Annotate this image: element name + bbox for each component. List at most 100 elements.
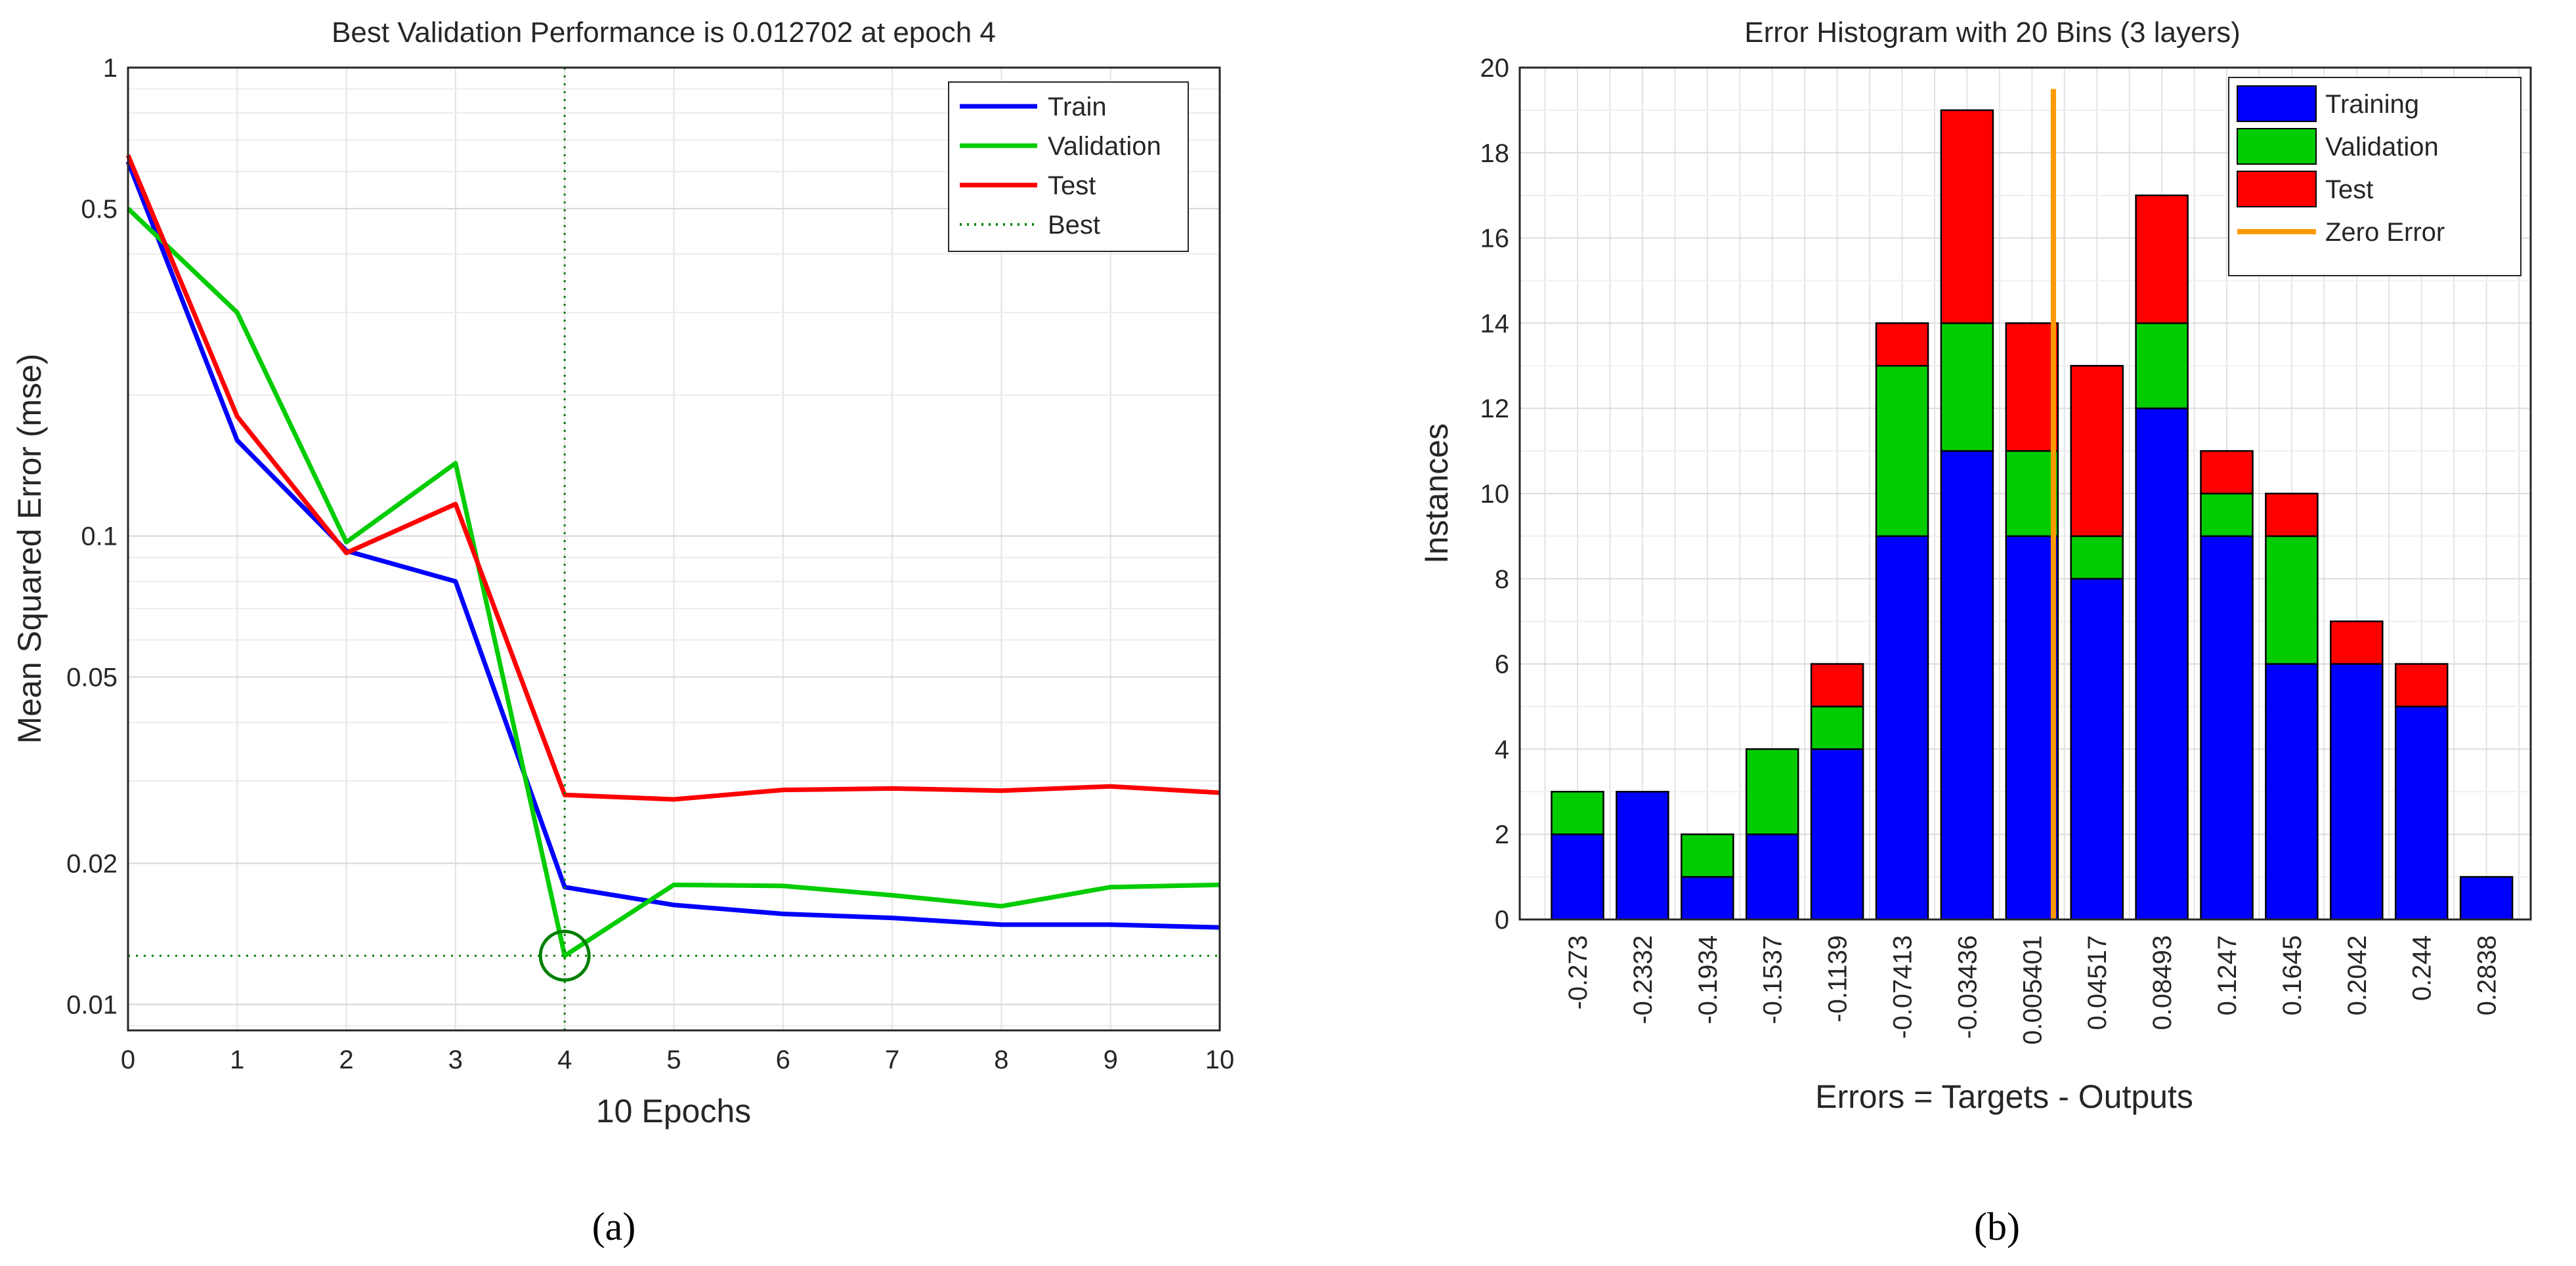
legend-label-training: Training: [2325, 90, 2419, 119]
bar-training: [2070, 578, 2124, 921]
legend: Training Validation Test Zero Error: [2228, 77, 2522, 276]
caption-right: (b): [1974, 1205, 2020, 1248]
bar-validation: [2135, 322, 2189, 410]
x-tick-label: 0.2042: [2343, 935, 2372, 1015]
series-line-train: [125, 160, 1220, 930]
series-line-test: [125, 154, 1220, 802]
y-axis-ticks: 0.01 0.02 0.05 0.1 0.5 1: [66, 54, 118, 1019]
y-axis-label: Instances: [1418, 423, 1455, 564]
bar-training: [1875, 535, 1929, 921]
bar-validation: [1745, 748, 1799, 835]
bar-validation: [2070, 535, 2124, 580]
bar-test: [1940, 109, 1994, 324]
y-tick-label: 12: [1480, 394, 1510, 423]
caption-left: (a): [592, 1205, 636, 1248]
bar-validation: [2200, 492, 2254, 538]
legend-label-best: Best: [1048, 211, 1100, 240]
bar-validation: [1551, 791, 1604, 835]
x-tick-label: 9: [1104, 1045, 1118, 1074]
bar-training: [1551, 833, 1604, 921]
legend-swatch-training: [2237, 85, 2317, 122]
bar-test: [2265, 492, 2319, 538]
x-tick-label: 8: [994, 1045, 1008, 1074]
x-tick-label: 1: [230, 1045, 244, 1074]
legend-label-test: Test: [2325, 175, 2373, 204]
y-tick-label: 1: [103, 54, 118, 83]
bar-training: [2459, 876, 2514, 921]
legend-label-test: Test: [1048, 171, 1096, 200]
bar-validation: [1810, 706, 1864, 750]
legend-label-validation: Validation: [2325, 133, 2439, 161]
y-tick-label: 18: [1480, 139, 1510, 168]
y-tick-label: 0.01: [66, 990, 118, 1019]
x-tick-label: -0.273: [1564, 935, 1593, 1009]
bar-validation: [1875, 365, 1929, 538]
x-tick-label: -0.1934: [1694, 935, 1723, 1024]
plot-frame: [1518, 66, 2532, 921]
bar-training: [2265, 663, 2319, 921]
y-tick-label: 6: [1495, 650, 1509, 679]
y-tick-label: 4: [1495, 735, 1509, 764]
legend: Train Validation Test Best: [948, 81, 1189, 252]
bar-training: [2135, 407, 2189, 921]
chart-title: Error Histogram with 20 Bins (3 layers): [1744, 16, 2241, 49]
x-tick-label: 0.005401: [2018, 935, 2047, 1045]
bar-validation: [2265, 535, 2319, 665]
y-axis-label: Mean Squared Error (mse): [11, 354, 48, 744]
x-tick-label: 0.1247: [2213, 935, 2242, 1015]
bar-training: [1616, 791, 1669, 921]
x-tick-label: 0: [121, 1045, 135, 1074]
legend-label-validation: Validation: [1048, 132, 1161, 161]
bar-training: [1940, 450, 1994, 921]
series-line-validation: [126, 207, 1220, 958]
x-tick-label: 7: [885, 1045, 899, 1074]
y-tick-label: 0.1: [81, 522, 118, 551]
y-tick-label: 10: [1480, 480, 1510, 509]
chart-title: Best Validation Performance is 0.012702 …: [332, 16, 996, 49]
x-tick-label: -0.1139: [1824, 935, 1853, 1023]
stacked-bars: [1551, 109, 2514, 921]
x-tick-label: -0.1537: [1759, 935, 1788, 1024]
x-axis-label: Errors = Targets - Outputs: [1815, 1078, 2193, 1115]
x-tick-label: 0.08493: [2148, 935, 2177, 1030]
y-tick-label: 2: [1495, 820, 1509, 849]
bar-test: [2135, 194, 2189, 324]
x-tick-label: 10: [1205, 1045, 1235, 1074]
x-axis-ticks: 0 1 2 3 4 5 6 7 8 9 10: [121, 1045, 1234, 1074]
series-lines: [125, 154, 1220, 958]
bar-training: [2005, 535, 2059, 921]
legend-box: [948, 81, 1189, 252]
best-circle: [538, 929, 591, 982]
performance-chart: Best Validation Performance is 0.012702 …: [11, 16, 1234, 1129]
x-axis-label: 10 Epochs: [596, 1093, 751, 1129]
y-tick-label: 0.05: [66, 664, 118, 692]
y-tick-label: 16: [1480, 224, 1510, 253]
legend-label-zero-error: Zero Error: [2325, 218, 2445, 247]
y-tick-label: 0.5: [81, 195, 118, 224]
bar-training: [1681, 876, 1734, 921]
legend-label-train: Train: [1048, 93, 1107, 121]
bar-training: [2330, 663, 2384, 921]
bar-test: [2330, 620, 2384, 665]
x-tick-label: 0.244: [2408, 935, 2437, 1001]
y-tick-label: 20: [1480, 54, 1510, 83]
bar-training: [1745, 833, 1799, 921]
y-tick-label: 8: [1495, 565, 1509, 594]
bar-training: [2394, 706, 2449, 921]
bar-training: [2200, 535, 2254, 921]
bar-test: [1810, 663, 1864, 707]
plot-frame: [127, 66, 1221, 1032]
legend-swatch-validation: [2237, 128, 2317, 165]
bar-validation: [2005, 450, 2059, 538]
histogram-chart: Error Histogram with 20 Bins (3 layers) …: [1418, 16, 2532, 1115]
bar-validation: [1681, 833, 1734, 878]
x-tick-label: 6: [776, 1045, 790, 1074]
x-tick-label: 0.04517: [2083, 935, 2112, 1030]
bar-test: [2070, 365, 2124, 538]
best-marker: [128, 68, 1220, 1030]
y-tick-label: 0: [1495, 906, 1509, 935]
bar-validation: [1940, 322, 1994, 452]
x-tick-label: 5: [666, 1045, 681, 1074]
bar-test: [1875, 322, 1929, 367]
